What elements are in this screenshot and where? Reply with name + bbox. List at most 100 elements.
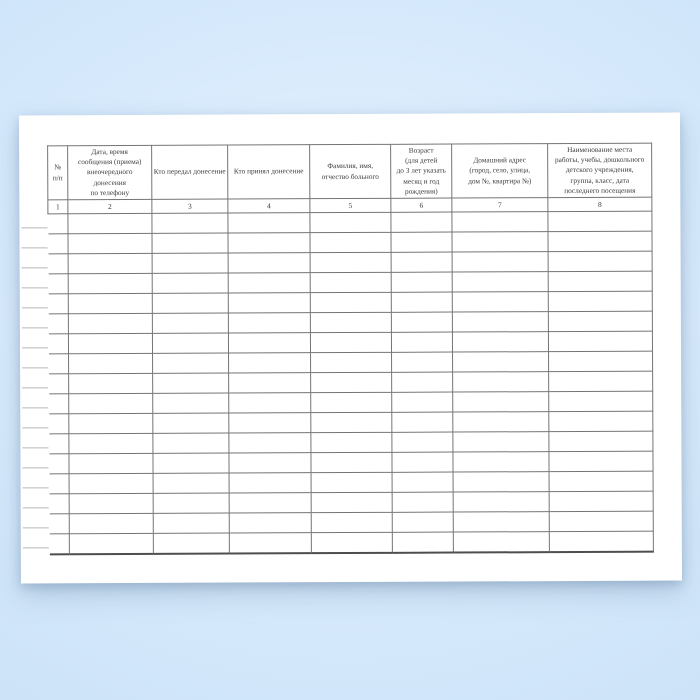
table-row — [48, 431, 653, 454]
table-cell-empty — [390, 232, 453, 253]
table-cell-empty — [452, 291, 549, 313]
table-cell-empty — [229, 472, 312, 494]
table-cell-empty — [49, 513, 70, 534]
table-cell-empty — [49, 493, 70, 514]
table-cell-empty — [452, 331, 549, 353]
column-header-received-by: Кто принял донесение — [227, 144, 310, 200]
table-cell-empty — [451, 231, 549, 253]
table-row — [48, 371, 653, 394]
show-through-line — [21, 306, 48, 308]
table-row — [48, 291, 653, 314]
column-header-patient-name: Фамилия, имя, отчество больного — [309, 144, 391, 199]
table-cell-empty — [152, 273, 229, 294]
table-row — [48, 311, 653, 334]
table-cell-empty — [68, 253, 153, 274]
table-cell-empty — [549, 471, 654, 492]
table-cell-empty — [228, 372, 311, 394]
table-cell-empty — [228, 432, 311, 454]
table-row — [49, 511, 654, 534]
table-cell-empty — [48, 293, 69, 314]
table-cell-empty — [310, 252, 392, 273]
column-number: 4 — [227, 198, 310, 214]
table-cell-empty — [48, 313, 69, 334]
table-cell-empty — [153, 513, 230, 534]
table-cell-empty — [452, 271, 549, 293]
table-header-row: № п/п Дата, время сообщения (приема) вне… — [47, 143, 652, 200]
table-cell-empty — [153, 473, 230, 494]
table-cell-empty — [228, 412, 311, 434]
show-through-line — [22, 546, 49, 548]
column-number: 6 — [390, 198, 452, 213]
journal-page: № п/п Дата, время сообщения (приема) вне… — [18, 112, 683, 584]
table-cell-empty — [548, 351, 653, 372]
column-header-home-address: Домашний адрес (город, село, улица, дом … — [451, 143, 548, 199]
table-cell-empty — [391, 352, 453, 373]
table-body — [47, 211, 654, 554]
table-cell-empty — [391, 432, 453, 453]
table-row — [48, 451, 654, 474]
table-cell-empty — [152, 373, 229, 394]
table-cell-empty — [452, 351, 549, 373]
table-cell-empty — [152, 333, 229, 354]
column-header-reported-by: Кто передал донесение — [151, 145, 228, 200]
table-cell-empty — [548, 311, 653, 332]
table-cell-empty — [69, 473, 154, 494]
show-through-line — [21, 326, 48, 328]
table-cell-empty — [228, 332, 311, 354]
table-cell-empty — [548, 271, 653, 292]
show-through-line — [22, 406, 49, 408]
table-cell-empty — [549, 511, 654, 532]
table-row — [49, 531, 654, 554]
table-cell-empty — [310, 352, 392, 373]
show-through-line — [22, 386, 49, 388]
table-cell-empty — [549, 531, 654, 552]
table-cell-empty — [68, 333, 153, 354]
table-cell-empty — [453, 511, 550, 533]
table-cell-empty — [68, 433, 153, 454]
show-through-line — [22, 506, 49, 508]
table-cell-empty — [48, 333, 69, 354]
show-through-line — [22, 446, 49, 448]
table-row — [47, 231, 653, 254]
table-cell-empty — [67, 233, 153, 254]
table-cell-empty — [311, 492, 393, 513]
table-cell-empty — [48, 453, 70, 474]
table-cell-empty — [310, 412, 392, 433]
column-number: 1 — [47, 199, 68, 214]
table-cell-empty — [310, 332, 392, 353]
table-cell-empty — [310, 392, 392, 413]
table-cell-empty — [391, 372, 453, 393]
table-row — [47, 211, 652, 234]
table-cell-empty — [49, 533, 70, 554]
table-cell-empty — [310, 372, 392, 393]
table-row — [48, 411, 653, 434]
column-header-date-time: Дата, время сообщения (приема) внеочеред… — [67, 145, 152, 200]
table-cell-empty — [153, 533, 230, 554]
table-row — [48, 251, 653, 274]
column-number: 3 — [151, 199, 228, 214]
table-row — [48, 351, 653, 374]
table-cell-empty — [392, 532, 454, 553]
table-cell-empty — [153, 493, 230, 514]
table-cell-empty — [452, 411, 549, 433]
table-row — [48, 271, 653, 294]
table-cell-empty — [548, 291, 653, 312]
table-cell-empty — [391, 392, 453, 413]
table-cell-empty — [68, 373, 153, 394]
show-through-line — [22, 366, 49, 368]
table-cell-empty — [311, 532, 393, 553]
column-number: 5 — [309, 198, 391, 213]
table-cell-empty — [69, 533, 154, 554]
table-cell-empty — [68, 293, 153, 314]
table-cell-empty — [68, 273, 153, 294]
show-through-line — [22, 486, 49, 488]
show-through-line — [21, 266, 48, 268]
table-cell-empty — [151, 233, 229, 254]
table-cell-empty — [548, 391, 653, 412]
table-cell-empty — [152, 453, 230, 474]
table-cell-empty — [309, 212, 391, 233]
table-cell-empty — [548, 451, 654, 472]
table-cell-empty — [227, 212, 310, 234]
table-cell-empty — [67, 213, 152, 234]
table-cell-empty — [48, 273, 69, 294]
